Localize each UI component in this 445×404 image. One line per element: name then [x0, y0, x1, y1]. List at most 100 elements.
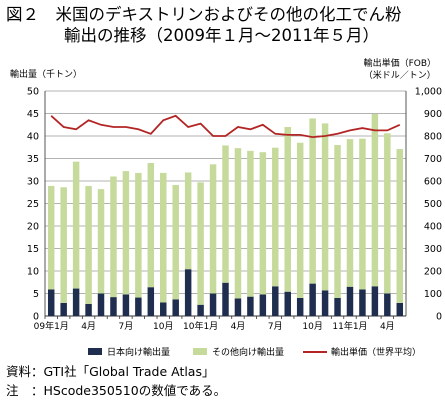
y-tick-label-right: 900: [424, 109, 442, 120]
bar-domestic: [160, 302, 167, 316]
source-note: 資料：GTI社「Global Trade Atlas」: [6, 364, 215, 379]
bar-other: [85, 185, 92, 304]
bar-other: [359, 138, 366, 290]
bar-domestic: [234, 298, 242, 316]
y-tick-label-left: 35: [27, 154, 39, 165]
x-tick-label: 10年1月: [183, 320, 218, 332]
chart-title: 図２ 米国のデキストリンおよびその他の化工でん粉 輸出の推移（2009年１月～2…: [6, 4, 444, 46]
bar-domestic: [197, 304, 204, 316]
y-tick-label-left: 30: [27, 177, 39, 188]
bar-other: [234, 148, 242, 299]
bar-domestic: [172, 299, 179, 316]
bar-other: [321, 123, 329, 291]
bar-domestic: [135, 297, 142, 316]
x-tick-label: 4月: [81, 321, 96, 332]
bar-domestic: [359, 289, 366, 316]
legend-label-price: 輸出単価（世界平均）: [331, 348, 422, 358]
legend-label-other: その他向け輸出量: [212, 348, 285, 358]
bar-other: [197, 182, 204, 305]
bar-domestic: [371, 286, 379, 316]
x-tick-label: 4月: [231, 321, 246, 332]
right-axis-label-line-0: 輸出単価（FOB）: [363, 59, 436, 69]
bar-other: [184, 172, 192, 270]
bar-domestic: [60, 302, 67, 316]
y-tick-label-left: 50: [27, 87, 39, 98]
bar-domestic: [122, 294, 130, 316]
y-tick-label-left: 10: [27, 267, 39, 278]
y-tick-label-right: 1,000: [415, 87, 442, 98]
y-tick-label-right: 400: [424, 222, 442, 233]
y-tick-label-right: 800: [424, 132, 442, 143]
bar-other: [147, 163, 155, 288]
left-axis-label: 輸出量（千トン）: [10, 70, 83, 80]
footnote: 注 ：HScode350510の数値である。: [6, 383, 227, 398]
x-tick-label: 10月: [302, 321, 322, 332]
legend-item-domestic: 日本向け輸出量: [88, 345, 170, 358]
bar-domestic: [296, 298, 304, 316]
y-tick-label-left: 45: [27, 109, 39, 120]
x-tick-label: 7月: [268, 321, 283, 332]
bar-domestic: [259, 294, 267, 316]
right-axis-label: 輸出単価（FOB） （米ドル／トン）: [364, 58, 436, 82]
bar-other: [396, 149, 404, 303]
bar-other: [135, 172, 142, 298]
legend-item-other: その他向け輸出量: [193, 345, 284, 358]
bar-domestic: [184, 269, 192, 316]
right-axis-label-line-1: （米ドル／トン）: [363, 71, 436, 81]
bar-domestic: [147, 287, 155, 316]
bar-other: [47, 185, 55, 290]
bar-other: [172, 185, 179, 300]
bar-domestic: [110, 297, 117, 316]
y-tick-label-right: 300: [424, 244, 442, 255]
y-tick-label-right: 700: [424, 154, 442, 165]
x-tick-label: 11年1月: [332, 320, 367, 332]
bar-domestic: [334, 298, 341, 316]
y-tick-label-right: 0: [436, 312, 442, 323]
chart-title-line2: 輸出の推移（2009年１月～2011年５月）: [64, 26, 379, 45]
x-tick-label: 09年1月: [34, 320, 69, 332]
legend-swatch-other: [193, 348, 207, 355]
bar-other: [309, 118, 316, 284]
x-tick-label: 4月: [380, 321, 395, 332]
y-tick-label-left: 20: [27, 222, 39, 233]
bar-other: [384, 133, 391, 294]
notes: 資料：GTI社「Global Trade Atlas」 注 ：HScode350…: [6, 362, 226, 400]
y-tick-label-left: 25: [27, 199, 39, 210]
bar-other: [272, 147, 279, 287]
bar-other: [110, 176, 117, 298]
legend-item-price: 輸出単価（世界平均）: [303, 345, 421, 358]
bar-other: [247, 150, 254, 297]
bar-domestic: [384, 293, 391, 316]
y-tick-label-right: 100: [424, 289, 442, 300]
legend-label-domestic: 日本向け輸出量: [107, 348, 171, 358]
legend-swatch-domestic: [88, 348, 102, 355]
bar-domestic: [346, 286, 354, 316]
bar-other: [97, 189, 105, 294]
x-tick-label: 10月: [153, 321, 173, 332]
bar-domestic: [272, 286, 279, 316]
bar-domestic: [209, 293, 217, 316]
bar-domestic: [222, 282, 229, 316]
y-tick-label-left: 5: [33, 289, 39, 300]
y-tick-label-left: 40: [27, 132, 39, 143]
bar-other: [346, 139, 354, 287]
bar-other: [60, 187, 67, 303]
bar-domestic: [309, 283, 316, 316]
price-line: [50, 114, 401, 139]
bar-other: [371, 113, 379, 287]
bar-domestic: [85, 303, 92, 316]
y-tick-label-right: 200: [424, 267, 442, 278]
bar-other: [122, 171, 130, 295]
bar-other: [160, 172, 167, 303]
bar-domestic: [247, 296, 254, 316]
bar-other: [334, 145, 341, 298]
bar-other: [72, 161, 80, 289]
bar-domestic: [284, 291, 291, 316]
chart-title-line1: 図２ 米国のデキストリンおよびその他の化工でん粉: [6, 5, 402, 24]
bar-other: [296, 142, 304, 298]
legend-swatch-price: [303, 350, 327, 353]
y-tick-label-left: 0: [33, 312, 39, 323]
bar-other: [284, 127, 291, 292]
bar-domestic: [396, 302, 404, 316]
y-tick-label-right: 500: [424, 199, 442, 210]
